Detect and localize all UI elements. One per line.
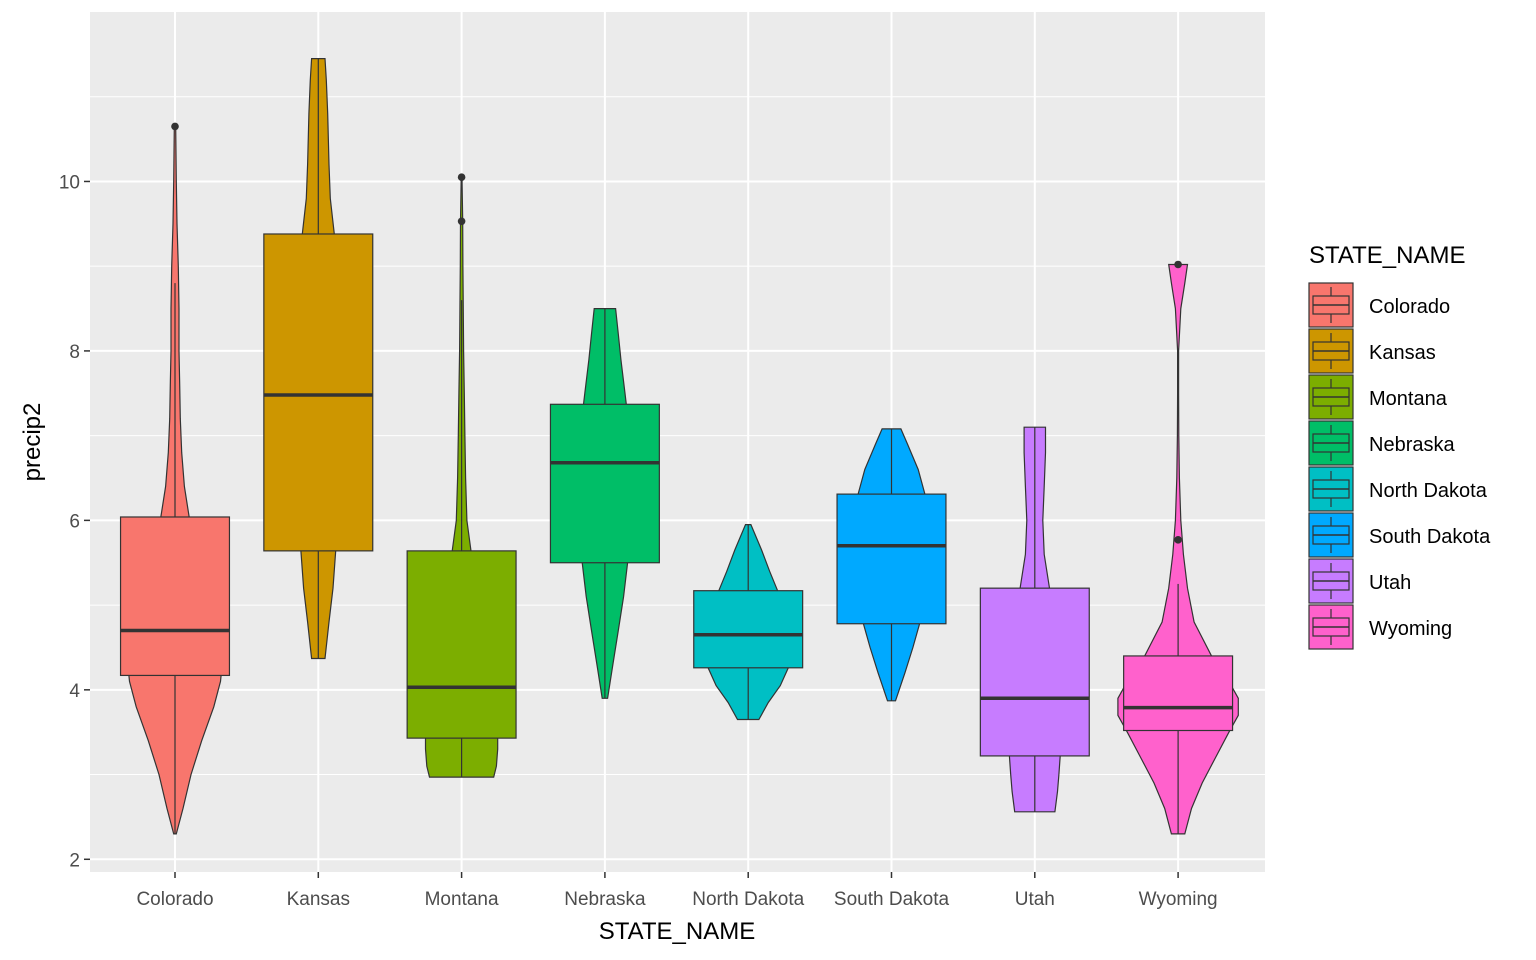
x-tick-label: Nebraska: [564, 889, 646, 910]
box-nebraska: [549, 403, 660, 564]
legend-key-colorado: [1308, 282, 1354, 328]
outlier-point: [1174, 260, 1182, 269]
legend-key-kansas: [1308, 328, 1354, 374]
legend-label: Utah: [1369, 572, 1411, 594]
y-tick-label: 2: [69, 850, 80, 871]
legend-label: South Dakota: [1369, 526, 1491, 548]
y-tick-label: 4: [69, 681, 80, 702]
x-axis: Colorado Kansas Montana Nebraska North Dakot…: [136, 872, 1218, 910]
outlier-point: [171, 122, 179, 131]
legend-label: Colorado: [1369, 296, 1450, 318]
box-north-dakota: [693, 590, 804, 669]
box-south-dakota: [836, 493, 947, 625]
x-axis-title: STATE_NAME: [599, 918, 755, 945]
legend-key-wyoming: [1308, 604, 1354, 650]
boxplot-layer: [119, 58, 1234, 834]
legend-label: Montana: [1369, 388, 1448, 410]
y-tick-label: 6: [69, 511, 80, 532]
x-tick-label: Wyoming: [1139, 889, 1218, 910]
y-axis-title: precip2: [19, 403, 46, 482]
legend-label: Wyoming: [1369, 618, 1452, 640]
box-montana: [406, 550, 517, 739]
x-tick-label: Utah: [1015, 889, 1055, 910]
legend-label: North Dakota: [1369, 480, 1488, 502]
box-utah: [979, 587, 1090, 757]
x-tick-label: Colorado: [136, 889, 213, 910]
x-tick-label: North Dakota: [692, 889, 804, 910]
legend-label: Nebraska: [1369, 434, 1455, 456]
box-wyoming: [1123, 655, 1234, 732]
legend-key-montana: [1308, 374, 1354, 420]
y-tick-label: 8: [69, 342, 80, 363]
y-axis: 2 4 6 8 10: [59, 172, 90, 871]
legend-title: STATE_NAME: [1309, 242, 1465, 269]
legend-key-nebraska: [1308, 420, 1354, 466]
legend-label: Kansas: [1369, 342, 1436, 364]
x-tick-label: Kansas: [287, 889, 350, 910]
y-tick-label: 10: [59, 172, 80, 193]
outlier-point: [457, 217, 466, 226]
outlier-point: [457, 173, 466, 182]
legend-key-north-dakota: [1308, 466, 1354, 512]
box-kansas: [263, 233, 374, 552]
legend-key-utah: [1308, 558, 1354, 604]
legend: STATE_NAME Colorado Kansas Montana Nebraska…: [1308, 242, 1491, 650]
x-tick-label: Montana: [425, 889, 499, 910]
box-colorado: [119, 516, 231, 677]
legend-key-south-dakota: [1308, 512, 1354, 558]
x-tick-label: South Dakota: [834, 889, 950, 910]
outlier-point: [1174, 536, 1182, 544]
